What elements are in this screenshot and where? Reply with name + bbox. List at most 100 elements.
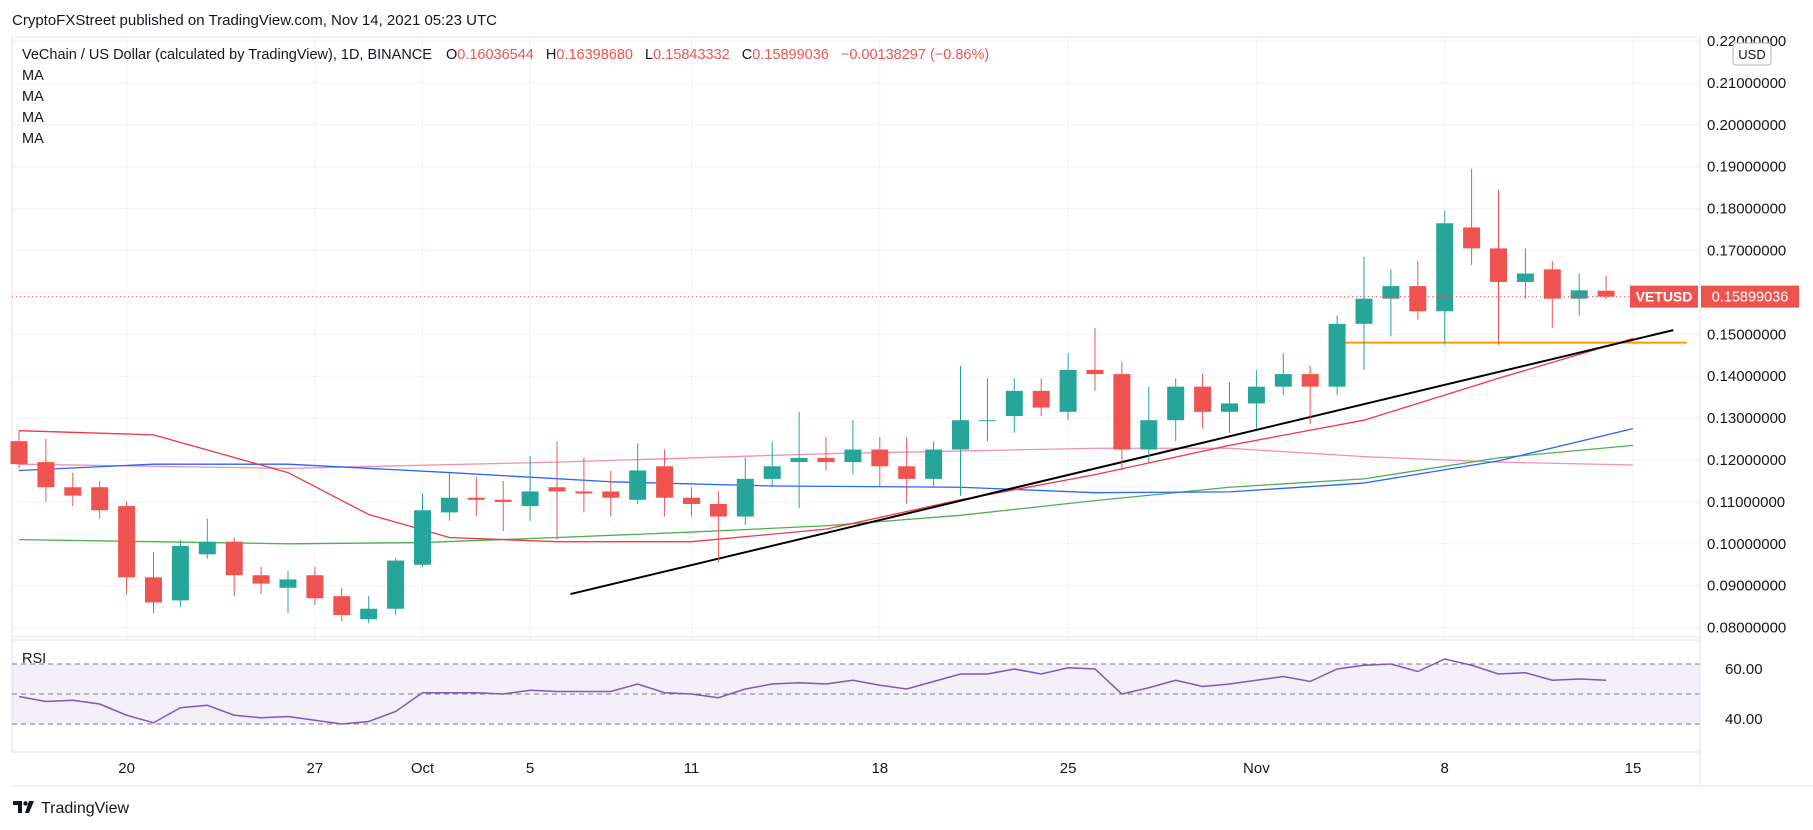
candle-down [871,436,889,488]
time-tick-label: 5 [526,760,534,777]
currency-badge-box [1732,42,1772,66]
candle-body [494,499,512,502]
price-tick-label: 0.12000000 [1707,452,1786,469]
legend-high-value: 0.16398680 [556,47,633,63]
candle-down [1409,260,1427,320]
candle-down [656,449,674,517]
candle-body [817,457,835,463]
candle-body [1194,386,1212,412]
candle-body [1059,369,1077,412]
candle-up [1516,248,1534,299]
main-pane[interactable] [10,36,1701,752]
candle-down [118,501,136,595]
candle-up [360,596,378,624]
candle-body [1301,374,1319,387]
candle-up [1436,210,1454,345]
legend-low-value: 0.15843332 [653,47,730,63]
candle-body [521,491,539,507]
candle-down [1597,275,1615,300]
candle-body [414,510,431,565]
candle-up [790,411,808,509]
candle-body [1463,227,1481,249]
candle-down [467,476,485,517]
legend-ma-3[interactable]: MA [22,110,44,126]
legend-ma-1[interactable]: MA [22,68,44,84]
candle-body [279,579,297,588]
candle-body [736,478,754,517]
tradingview-logo[interactable]: TradingView [13,800,129,817]
candle-body [844,449,862,463]
candle-body [306,575,324,599]
candle-down [575,457,593,513]
main-pane-frame [11,36,1701,638]
price-tick-label: 0.14000000 [1707,368,1786,385]
legend-ma-2[interactable]: MA [22,89,44,105]
price-axis[interactable]: 0.220000000.210000000.200000000.19000000… [1707,33,1786,637]
candle-down [1301,365,1319,425]
time-tick-label: 8 [1441,760,1449,777]
rsi-pane[interactable]: RSI [11,639,1701,753]
candle-body [548,487,566,492]
candle-up [171,539,189,607]
candle-body [871,449,889,467]
rsi-axis[interactable]: 60.00 40.00 [1725,661,1763,728]
candle-body [1490,248,1507,282]
candle-down [1113,361,1131,471]
candle-body [1382,286,1400,299]
price-tick-label: 0.11000000 [1707,494,1785,511]
ma-slow-line [18,444,1634,545]
candle-up [1005,378,1023,433]
candle-body [1516,273,1534,282]
last-price-value-bg [1701,285,1799,308]
legend-close-label: C [742,47,752,63]
candle-up [952,365,969,496]
candle-down [91,480,109,519]
candle-up [387,558,405,616]
candle-down [10,430,28,469]
currency-badge[interactable]: USD [1732,42,1772,66]
candle-down [37,439,55,502]
tradingview-logo-text: TradingView [41,800,129,817]
legend-close-value: 0.15899036 [752,47,829,63]
candle-down [64,472,82,507]
candle-body [1032,390,1050,408]
candle-body [925,449,943,479]
candle-down [494,480,512,532]
legend-ma-4[interactable]: MA [22,131,44,147]
candle-body [118,506,136,578]
time-axis[interactable]: 20 27 Oct 5 11 18 25 Nov 8 15 [118,760,1641,777]
time-tick-label: 18 [871,760,888,777]
ma-mid-line [18,427,1634,494]
ma-fast-line [18,337,1634,543]
candle-down [1463,168,1481,266]
candle-body [575,491,593,494]
candle-down [1032,378,1050,417]
candle-body [1113,374,1131,450]
candle-down [145,552,162,613]
candle-up [1274,353,1292,396]
candle-body [1086,369,1104,375]
candle-body [952,420,969,450]
price-tick-label: 0.08000000 [1707,620,1786,637]
candle-body [37,462,55,488]
price-tick-label: 0.13000000 [1707,410,1786,427]
candle-body [333,596,351,616]
symbol-legend[interactable]: VeChain / US Dollar (calculated by Tradi… [22,47,989,147]
candle-up [279,571,297,613]
candle-body [1543,269,1561,299]
candle-up [1570,273,1588,316]
rsi-label: RSI [22,651,46,667]
time-tick-label: Nov [1243,760,1270,777]
candle-body [467,497,485,500]
time-tick-label: Oct [411,760,435,777]
rsi-pane-frame [11,639,1701,753]
candle-down [683,487,700,517]
candle-body [252,575,270,584]
time-tick-label: 27 [307,760,324,777]
last-price-tag: VETUSD 0.15899036 [1630,285,1799,308]
candle-up [1167,378,1185,442]
candle-up [1059,353,1077,421]
rsi-tick-label: 40.00 [1725,711,1763,728]
candle-body [602,491,620,498]
